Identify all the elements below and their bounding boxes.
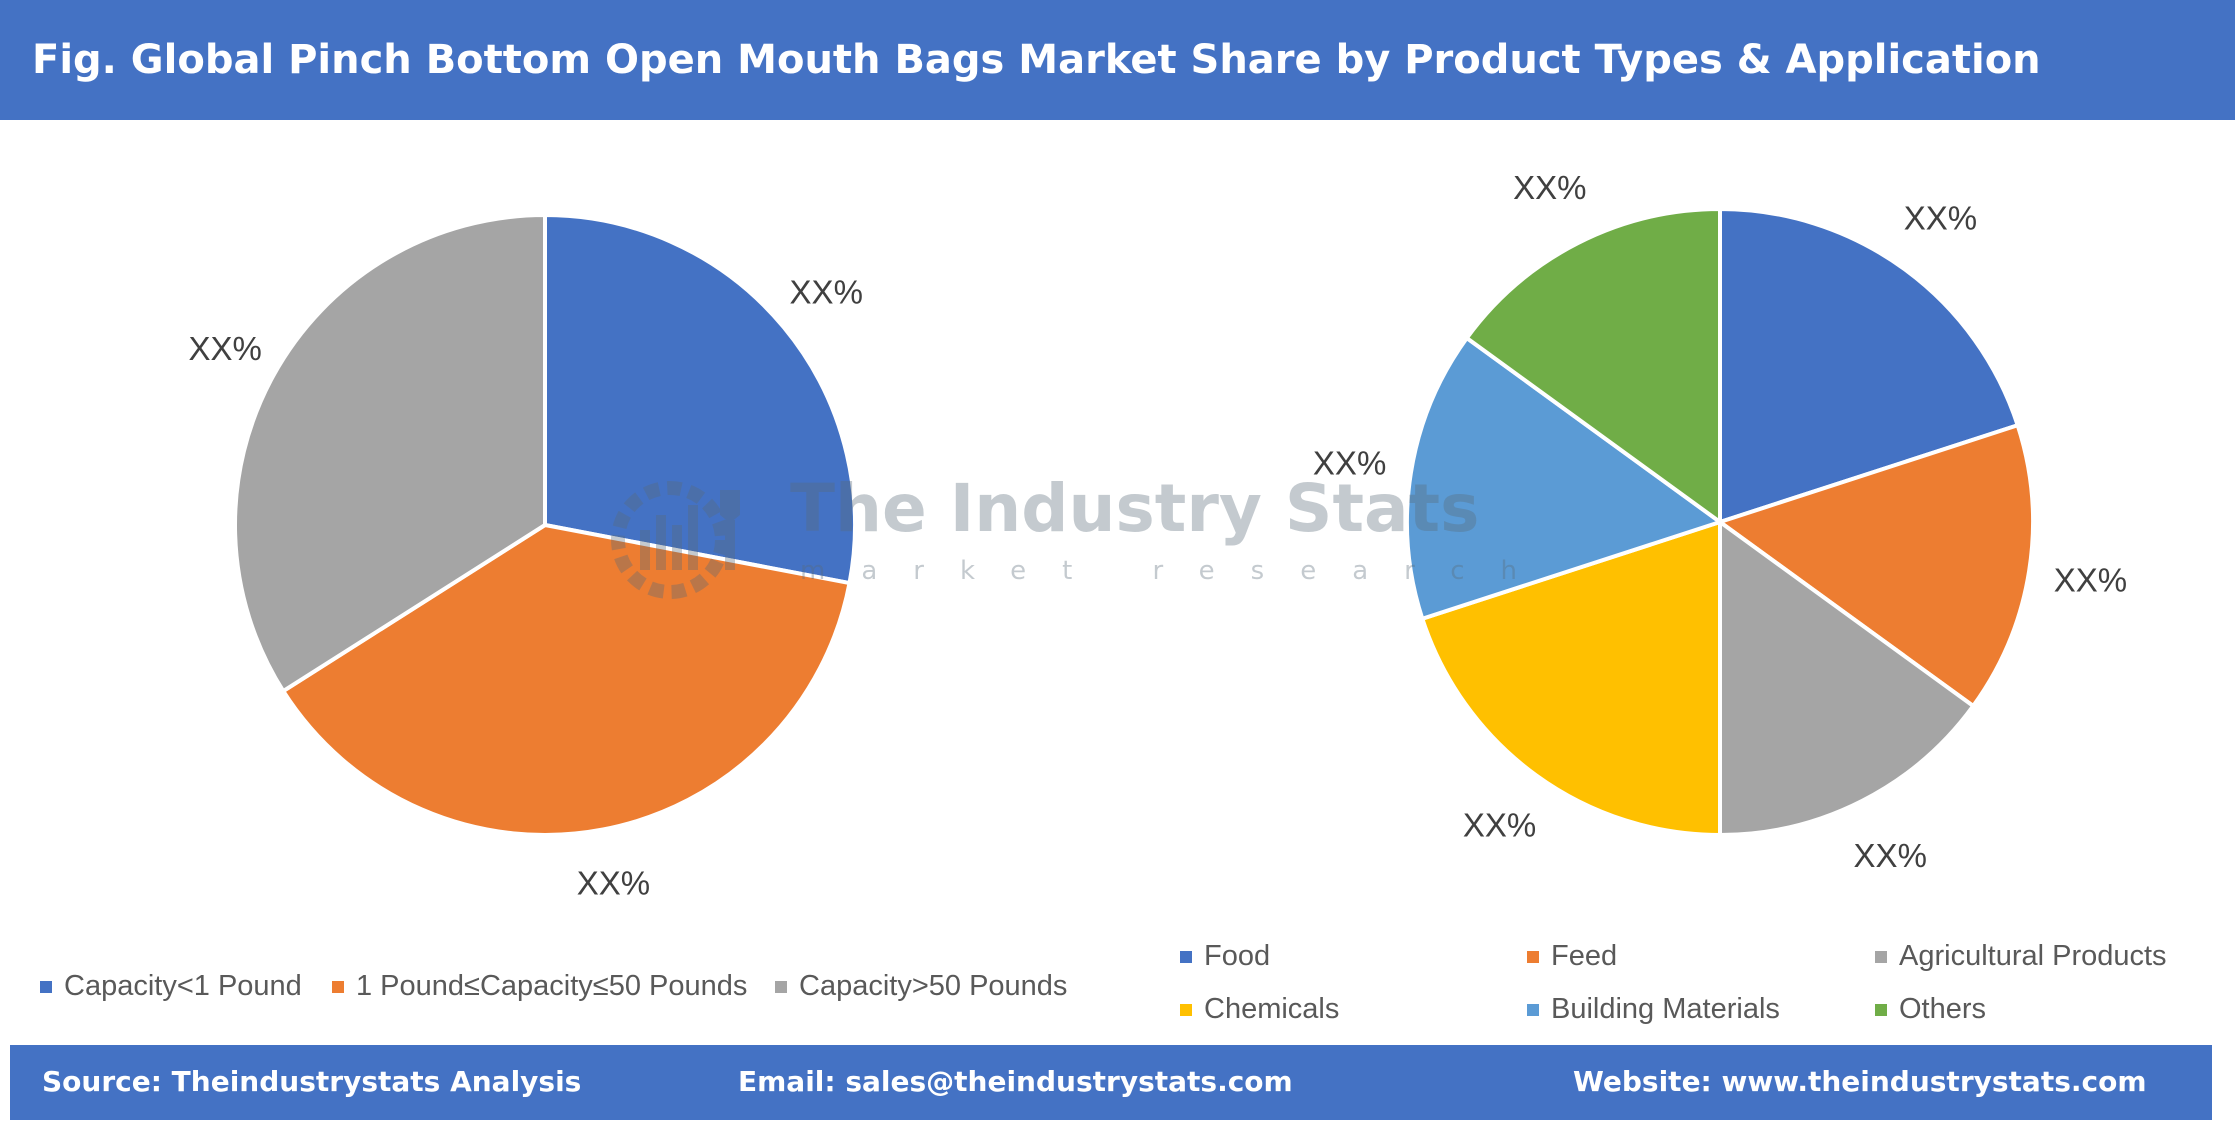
application-slice-2 [1715,422,2035,709]
application-legend-swatch [1180,950,1192,963]
application-legend-swatch [1875,950,1887,963]
footer-website[interactable]: Website: www.theindustrystats.com [1573,1065,2147,1098]
product-types-slice-3 [233,212,547,694]
application-legend-item-2: Feed [1527,940,1617,973]
application-legend-item-3: Agricultural Products [1875,940,2167,973]
product-types-legend-item-3: Capacity>50 Pounds [775,970,1067,1003]
product-types-legend-label: 1 Pound≤Capacity≤50 Pounds [356,970,748,1002]
footer-bar: Source: Theindustrystats Analysis Email:… [10,1045,2212,1120]
application-legend: Food Feed Agricultural Products Chemicals Bu… [1180,940,2220,1030]
application-data-label-6: XX% [1513,169,1586,206]
application-legend-item-1: Food [1180,940,1270,973]
product-types-legend-item-2: 1 Pound≤Capacity≤50 Pounds [332,970,747,1003]
product-types-legend-swatch [332,980,344,993]
product-types-legend-item-1: Capacity<1 Pound [40,970,302,1003]
footer-email: Email: sales@theindustrystats.com [738,1065,1293,1098]
application-data-label-4: XX% [1463,806,1536,843]
product-types-data-label-2: XX% [577,865,650,902]
application-data-label-5: XX% [1313,444,1386,481]
application-legend-label: Food [1204,940,1271,972]
application-data-label-2: XX% [2054,562,2127,599]
application-slice-3 [1718,518,1977,838]
application-legend-item-5: Building Materials [1527,993,1780,1026]
application-legend-swatch [1875,1003,1887,1016]
product-types-data-label-1: XX% [790,273,863,310]
application-legend-swatch [1180,1003,1192,1016]
product-types-legend: Capacity<1 Pound 1 Pound≤Capacity≤50 Poun… [40,970,1160,1010]
charts-canvas: XX% XX% XX% XX% XX% XX% XX% XX% XX% [188,169,2127,902]
application-legend-label: Others [1899,993,1987,1025]
application-legend-item-4: Chemicals [1180,993,1339,1026]
application-data-label-1: XX% [1904,200,1977,237]
application-legend-label: Feed [1551,940,1618,972]
application-legend-swatch [1527,1003,1539,1016]
product-types-slice-1 [543,212,857,586]
product-types-legend-swatch [775,980,787,993]
product-types-legend-label: Capacity>50 Pounds [799,970,1068,1002]
product-types-pie: XX% XX% XX% [188,212,863,902]
application-legend-label: Agricultural Products [1899,940,2167,972]
chart-title-bar: Fig. Global Pinch Bottom Open Mouth Bags… [0,0,2235,120]
product-types-legend-label: Capacity<1 Pound [64,970,302,1002]
application-legend-swatch [1527,950,1539,963]
product-types-data-label-3: XX% [188,330,261,367]
application-slice-5 [1405,335,1725,622]
application-legend-item-6: Others [1875,993,1986,1026]
product-types-legend-swatch [40,980,52,993]
footer-source: Source: Theindustrystats Analysis [42,1065,582,1098]
chart-title: Fig. Global Pinch Bottom Open Mouth Bags… [32,37,2041,83]
application-pie: XX% XX% XX% XX% XX% XX% [1313,169,2127,874]
application-data-label-3: XX% [1854,837,1927,874]
application-slice-1 [1718,206,2021,525]
application-slice-4 [1419,519,1722,838]
application-legend-label: Chemicals [1204,993,1340,1025]
application-slice-6 [1463,206,1722,526]
application-legend-label: Building Materials [1551,993,1780,1025]
